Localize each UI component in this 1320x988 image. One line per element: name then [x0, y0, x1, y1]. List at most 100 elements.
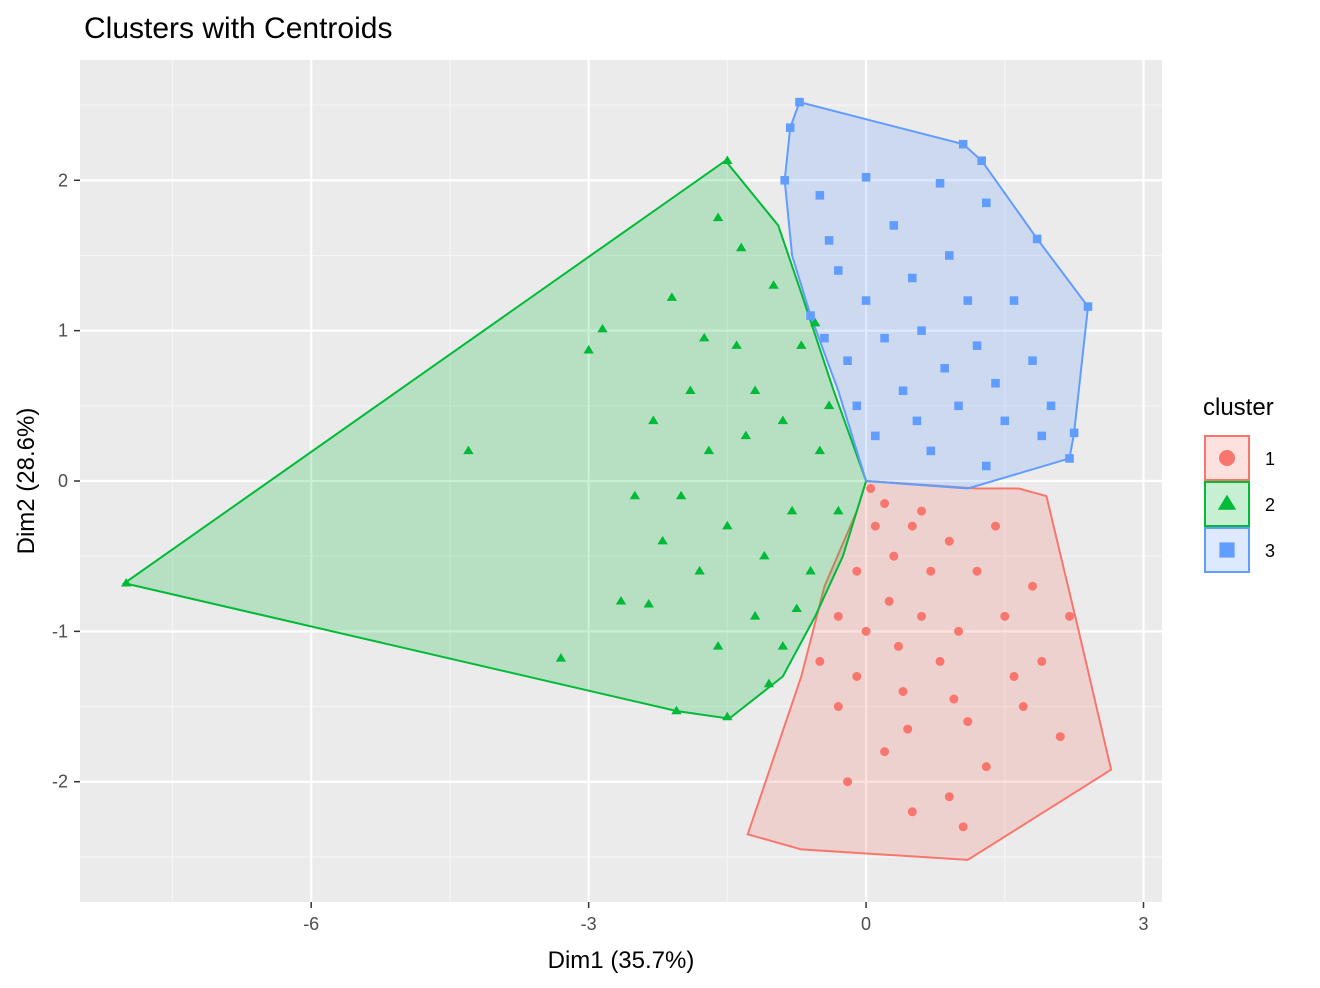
point-cluster-2 [796, 340, 807, 349]
legend-key-3 [1204, 527, 1250, 573]
hull-cluster-3 [783, 100, 1090, 490]
point-cluster-1 [884, 596, 894, 606]
point-cluster-3 [871, 431, 880, 441]
point-cluster-3 [880, 333, 889, 343]
point-cluster-2 [121, 577, 132, 587]
legend-label-2: 2 [1265, 495, 1275, 515]
chart-title: Clusters with Centroids [84, 12, 392, 45]
point-cluster-3 [898, 386, 908, 396]
legend-symbol-3 [1219, 542, 1235, 558]
point-cluster-3 [820, 333, 829, 343]
point-cluster-3 [1065, 454, 1074, 463]
point-cluster-3 [912, 416, 922, 426]
point-cluster-3 [991, 378, 1000, 388]
point-cluster-3 [815, 191, 825, 200]
cluster-hulls [121, 100, 1113, 861]
point-cluster-1 [1000, 611, 1010, 621]
point-cluster-1 [944, 792, 954, 802]
point-cluster-1 [935, 656, 945, 666]
point-cluster-2 [703, 445, 715, 455]
point-cluster-3 [1028, 356, 1037, 365]
point-cluster-3 [1083, 302, 1093, 311]
point-cluster-2 [463, 445, 474, 455]
x-tick-label: -3 [581, 914, 597, 934]
point-cluster-3 [963, 296, 973, 305]
point-cluster-2 [597, 323, 608, 333]
point-cluster-1 [1009, 671, 1019, 681]
point-cluster-3 [834, 266, 843, 275]
point-cluster-2 [740, 430, 752, 440]
grid-major [80, 60, 1162, 902]
point-cluster-1 [843, 777, 853, 787]
point-cluster-1 [815, 656, 825, 666]
point-cluster-2 [712, 641, 724, 650]
legend-item-2: 2 [1204, 481, 1275, 527]
point-cluster-2 [777, 641, 789, 650]
point-cluster-3 [945, 251, 954, 260]
point-cluster-3 [1046, 401, 1056, 411]
point-cluster-3 [1032, 234, 1042, 244]
x-axis-ticks: -6 -3 0 3 [303, 902, 1149, 934]
point-cluster-2 [749, 611, 761, 620]
point-cluster-2 [583, 344, 594, 354]
point-cluster-1 [833, 611, 843, 621]
point-cluster-2 [643, 598, 654, 608]
point-cluster-2 [675, 490, 687, 500]
point-cluster-2 [648, 415, 659, 425]
legend-label-1: 1 [1265, 449, 1275, 469]
y-axis-ticks: -2 -1 0 1 2 [52, 170, 80, 792]
point-cluster-2 [736, 242, 747, 252]
point-cluster-2 [763, 678, 775, 688]
y-tick-label: 0 [58, 471, 68, 491]
point-cluster-3 [1069, 428, 1079, 438]
point-cluster-3 [926, 446, 936, 456]
point-cluster-2 [791, 603, 802, 613]
point-cluster-3 [977, 156, 986, 166]
point-cluster-1 [917, 506, 927, 516]
point-cluster-2 [805, 565, 816, 575]
point-cluster-2 [712, 212, 724, 222]
point-cluster-2 [615, 595, 627, 605]
point-cluster-3 [908, 273, 917, 283]
y-tick-label: -2 [52, 772, 68, 792]
x-tick-label: 0 [861, 914, 871, 934]
point-cluster-2 [671, 705, 682, 715]
point-cluster-1 [972, 566, 982, 576]
point-cluster-2 [731, 340, 742, 349]
point-cluster-2 [722, 520, 733, 530]
point-cluster-2 [722, 711, 733, 721]
point-cluster-1 [958, 822, 968, 832]
legend-symbol-1 [1219, 450, 1235, 466]
hull-cluster-1 [746, 479, 1113, 861]
point-cluster-3 [935, 179, 945, 188]
point-cluster-2 [759, 550, 770, 560]
x-axis-title: Dim1 (35.7%) [548, 947, 695, 974]
y-tick-label: -1 [52, 621, 68, 641]
point-cluster-1 [907, 807, 917, 817]
point-cluster-1 [917, 611, 927, 621]
point-cluster-1 [880, 747, 890, 757]
point-cluster-3 [958, 139, 968, 149]
point-cluster-1 [944, 536, 954, 546]
point-cluster-1 [981, 762, 991, 772]
legend: cluster 1 2 3 [1203, 394, 1275, 573]
data-points [121, 97, 1093, 832]
point-cluster-1 [870, 521, 880, 531]
point-cluster-1 [889, 551, 899, 561]
point-cluster-3 [843, 356, 852, 365]
point-cluster-2 [699, 332, 710, 342]
point-cluster-2 [823, 400, 835, 410]
legend-label-3: 3 [1265, 541, 1275, 561]
point-cluster-2 [786, 505, 798, 515]
point-cluster-1 [880, 499, 890, 509]
point-cluster-3 [806, 311, 815, 320]
point-cluster-1 [852, 671, 862, 681]
legend-item-3: 3 [1204, 527, 1275, 573]
point-cluster-1 [1065, 611, 1075, 621]
x-tick-label: -6 [303, 914, 319, 934]
point-cluster-3 [1000, 416, 1010, 426]
point-cluster-1 [1028, 581, 1038, 591]
point-cluster-1 [963, 717, 973, 727]
